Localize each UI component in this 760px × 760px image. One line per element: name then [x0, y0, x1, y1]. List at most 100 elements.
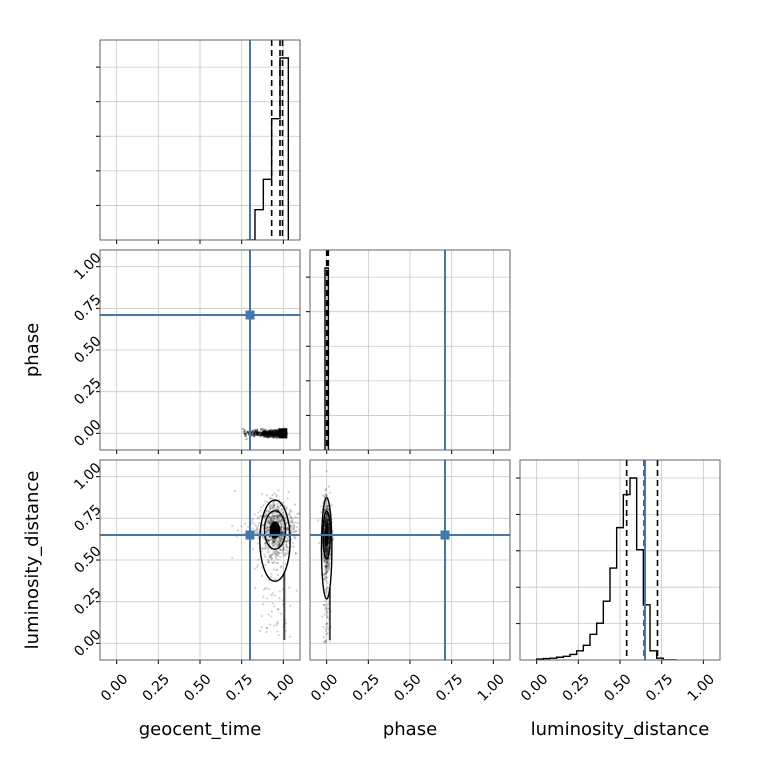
- sample-point: [280, 538, 283, 541]
- sample-point: [280, 566, 283, 569]
- sample-point: [261, 433, 264, 436]
- sample-point: [243, 428, 246, 431]
- axes-border: [99, 459, 301, 661]
- sample-point: [326, 549, 329, 552]
- sample-point: [269, 522, 272, 525]
- sample-point: [323, 523, 326, 526]
- sample-point: [253, 429, 256, 432]
- sample-point: [270, 515, 273, 519]
- sample-point: [260, 431, 263, 434]
- sample-point: [323, 529, 326, 532]
- sample-point: [268, 555, 272, 558]
- sample-point: [283, 516, 286, 519]
- sample-point: [325, 512, 328, 515]
- histogram-panel-geocent_time: [96, 39, 301, 244]
- axes-border: [519, 459, 721, 661]
- sample-point: [326, 552, 329, 555]
- sample-point: [272, 500, 275, 503]
- sample-point: [324, 565, 327, 568]
- sample-point: [264, 542, 267, 545]
- sample-point: [262, 595, 265, 598]
- sample-point: [255, 529, 258, 532]
- sample-point: [291, 521, 295, 524]
- sample-point: [326, 518, 330, 521]
- sample-point: [278, 551, 281, 555]
- sample-point: [324, 550, 327, 554]
- sample-point: [260, 432, 264, 435]
- sample-point: [277, 513, 280, 516]
- sample-point: [272, 550, 275, 553]
- sample-point: [322, 494, 325, 497]
- sample-point: [323, 561, 326, 564]
- sample-point: [280, 565, 283, 568]
- sample-point: [325, 549, 328, 553]
- sample-point: [292, 528, 295, 531]
- sample-point: [273, 541, 276, 545]
- sample-point: [325, 545, 328, 548]
- sample-point: [277, 508, 280, 512]
- sample-point: [269, 503, 272, 506]
- truth-marker: [440, 530, 450, 540]
- sample-point: [326, 548, 329, 551]
- sample-point: [277, 518, 280, 521]
- sample-point: [277, 550, 280, 554]
- sample-point: [325, 549, 328, 552]
- sample-point: [271, 519, 274, 522]
- sample-point: [275, 539, 278, 542]
- sample-point: [251, 518, 255, 521]
- sample-point: [325, 545, 328, 548]
- sample-point: [246, 431, 250, 434]
- sample-point: [324, 566, 327, 569]
- sample-point: [269, 504, 272, 508]
- sample-point: [326, 521, 329, 524]
- sample-point: [274, 578, 277, 581]
- sample-point: [267, 560, 270, 563]
- sample-point: [275, 495, 278, 498]
- sample-point: [274, 594, 277, 597]
- sample-point: [267, 548, 270, 551]
- sample-point: [279, 548, 282, 552]
- sample-point: [261, 433, 264, 437]
- sample-point: [274, 545, 277, 548]
- sample-point: [326, 521, 329, 524]
- sample-point: [256, 565, 259, 569]
- sample-point: [324, 523, 327, 526]
- sample-point: [326, 552, 329, 555]
- sample-point: [250, 520, 253, 523]
- sample-point: [323, 640, 326, 644]
- sample-point: [325, 507, 328, 511]
- sample-point: [257, 433, 260, 436]
- sample-point: [326, 549, 329, 552]
- sample-point: [327, 545, 330, 549]
- sample-point: [289, 515, 292, 519]
- sample-point: [326, 546, 329, 549]
- sample-point: [291, 526, 294, 529]
- contour-outer: [320, 496, 333, 600]
- sample-point: [327, 527, 330, 530]
- sample-point: [244, 432, 247, 436]
- sample-point: [326, 519, 329, 522]
- sample-point: [270, 575, 273, 578]
- sample-point: [260, 433, 263, 436]
- sample-point: [280, 528, 283, 531]
- sample-point: [267, 539, 270, 542]
- sample-point: [286, 539, 289, 542]
- sample-point: [271, 497, 274, 500]
- sample-point: [324, 521, 327, 524]
- sample-point: [257, 558, 260, 561]
- sample-point: [277, 542, 280, 545]
- sample-point: [270, 507, 274, 511]
- sample-point: [294, 521, 297, 524]
- sample-point: [245, 431, 248, 434]
- sample-point: [265, 509, 268, 512]
- sample-point: [282, 554, 285, 557]
- sample-point: [304, 542, 306, 544]
- sample-point: [325, 567, 329, 570]
- sample-point: [276, 621, 279, 624]
- sample-point: [276, 515, 280, 519]
- sample-point: [259, 428, 263, 431]
- x-tick-label: 1.00: [475, 671, 508, 704]
- sample-point: [265, 630, 268, 634]
- sample-point: [253, 432, 256, 435]
- sample-point: [278, 541, 281, 544]
